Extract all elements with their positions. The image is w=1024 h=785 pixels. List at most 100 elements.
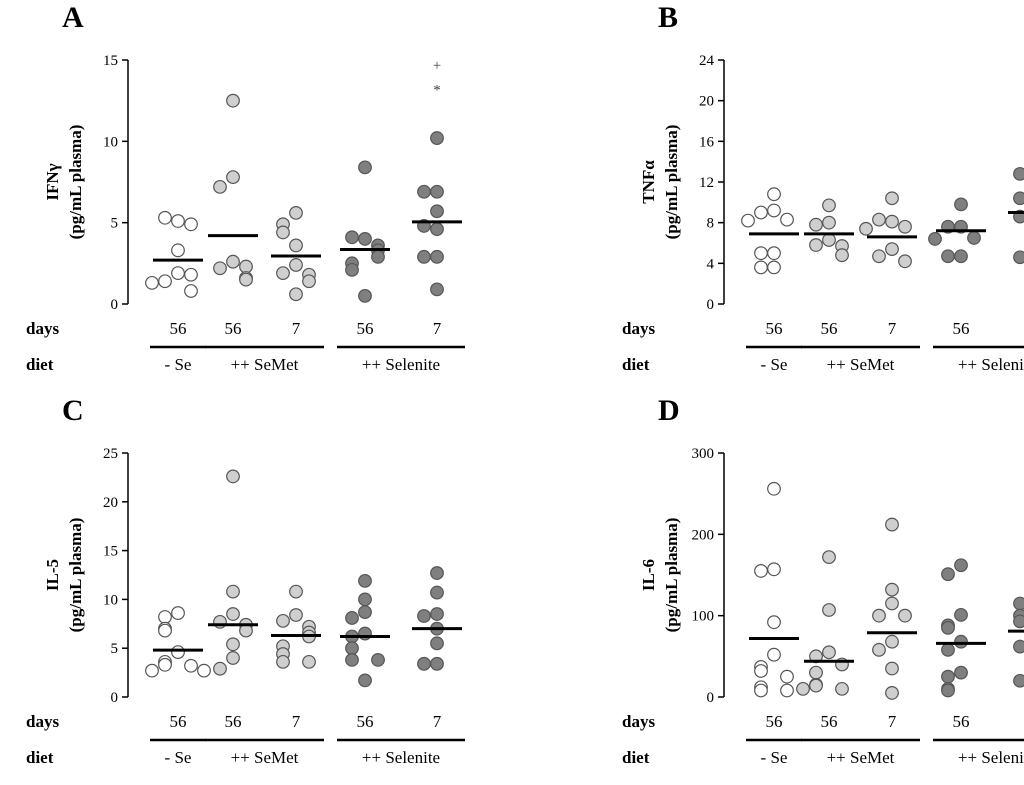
diet-group-label: ++ Selenite [958, 748, 1024, 767]
y-axis-label-unit: (pg/mL plasma) [662, 125, 681, 240]
chart-c: C 0 5 10 15 20 25 IL-5 (pg/mL plasma) days 56 56 7 56… [26, 394, 465, 767]
data-point [809, 217, 823, 232]
data-point [885, 596, 899, 611]
days-value: 7 [888, 712, 897, 731]
days-value: 7 [292, 712, 301, 731]
y-tick-label: 5 [111, 641, 119, 657]
data-point [780, 683, 794, 698]
data-point [184, 267, 198, 282]
y-tick-label: 0 [111, 690, 119, 706]
data-point [835, 248, 849, 263]
y-tick-label: 15 [103, 544, 118, 560]
data-point [358, 605, 372, 619]
data-point [754, 260, 768, 275]
data-point [430, 249, 444, 264]
data-point [941, 642, 955, 657]
data-point [371, 653, 385, 667]
data-point [345, 230, 359, 245]
data-point [754, 564, 768, 578]
y-tick-label: 300 [692, 446, 715, 462]
data-point [898, 608, 912, 623]
data-point [809, 665, 823, 680]
data-point [358, 232, 372, 246]
data-point [767, 647, 781, 662]
data-point [289, 608, 303, 622]
data-point [954, 197, 968, 212]
data-point [289, 287, 303, 302]
data-point [822, 198, 836, 213]
data-point [754, 664, 768, 678]
data-point [171, 243, 185, 258]
data-point [226, 254, 240, 269]
data-point [1013, 191, 1024, 206]
y-axis-label-name: IL-5 [43, 559, 62, 591]
data-point [417, 609, 431, 623]
y-tick-label: 10 [103, 134, 118, 150]
y-tick-label: 100 [692, 609, 715, 625]
chart-d: D 0 100 200 300 IL-6 (pg/mL plasma) days 56 56 7 56… [622, 394, 1024, 767]
data-point [954, 558, 968, 573]
diet-group-label: ++ Selenite [362, 748, 440, 767]
diet-group-label: ++ Selenite [958, 355, 1024, 374]
days-value: 56 [766, 712, 783, 731]
data-point [767, 481, 781, 496]
diet-row-label: diet [622, 355, 650, 374]
data-point [954, 634, 968, 649]
panel-letter: B [658, 1, 678, 34]
data-point [754, 683, 768, 698]
data-point [358, 573, 372, 588]
data-point [358, 592, 372, 607]
data-point [213, 661, 227, 676]
data-point [430, 656, 444, 671]
data-point [872, 642, 886, 657]
panel-a: A 0 5 10 15 IFNγ (pg/mL plasma) + * days 56 56 7 56 7 d… [0, 0, 512, 392]
diet-group-label: ++ SeMet [231, 748, 299, 767]
y-tick-label: 0 [707, 297, 715, 313]
data-point [345, 611, 359, 625]
y-axis-label-unit: (pg/mL plasma) [662, 518, 681, 633]
days-value: 56 [953, 712, 970, 731]
data-point [885, 686, 899, 700]
data-point [885, 242, 899, 257]
diet-group-label: ++ SeMet [827, 355, 895, 374]
data-point [358, 160, 372, 175]
data-point [430, 636, 444, 651]
data-point [898, 254, 912, 269]
diet-row-label: diet [622, 748, 650, 767]
data-point [1013, 639, 1024, 654]
data-point [276, 654, 290, 669]
data-point [302, 274, 316, 289]
days-value: 7 [433, 319, 442, 338]
data-point [898, 219, 912, 234]
data-point [872, 212, 886, 227]
data-point [302, 654, 316, 669]
data-point [197, 663, 211, 678]
data-point [780, 669, 794, 684]
data-point [430, 184, 444, 199]
data-point [239, 272, 253, 287]
data-point [1013, 596, 1024, 611]
data-point [767, 187, 781, 202]
chart-a: A 0 5 10 15 IFNγ (pg/mL plasma) + * days 56 56 7 56 7 d… [26, 1, 465, 374]
diet-group-label: ++ SeMet [231, 355, 299, 374]
data-point [276, 266, 290, 280]
data-point [1013, 250, 1024, 265]
data-point [954, 665, 968, 680]
data-point [822, 645, 836, 660]
y-axis-label-name: IL-6 [639, 559, 658, 591]
data-point [226, 637, 240, 652]
data-point [941, 249, 955, 264]
data-point [967, 231, 981, 245]
data-point [430, 282, 444, 297]
days-value: 7 [888, 319, 897, 338]
data-point [1013, 166, 1024, 181]
data-point [780, 212, 794, 227]
data-point [226, 651, 240, 665]
days-value: 56 [821, 319, 838, 338]
data-point [417, 656, 431, 671]
data-point [184, 658, 198, 673]
data-point [754, 205, 768, 220]
data-point [822, 215, 836, 230]
